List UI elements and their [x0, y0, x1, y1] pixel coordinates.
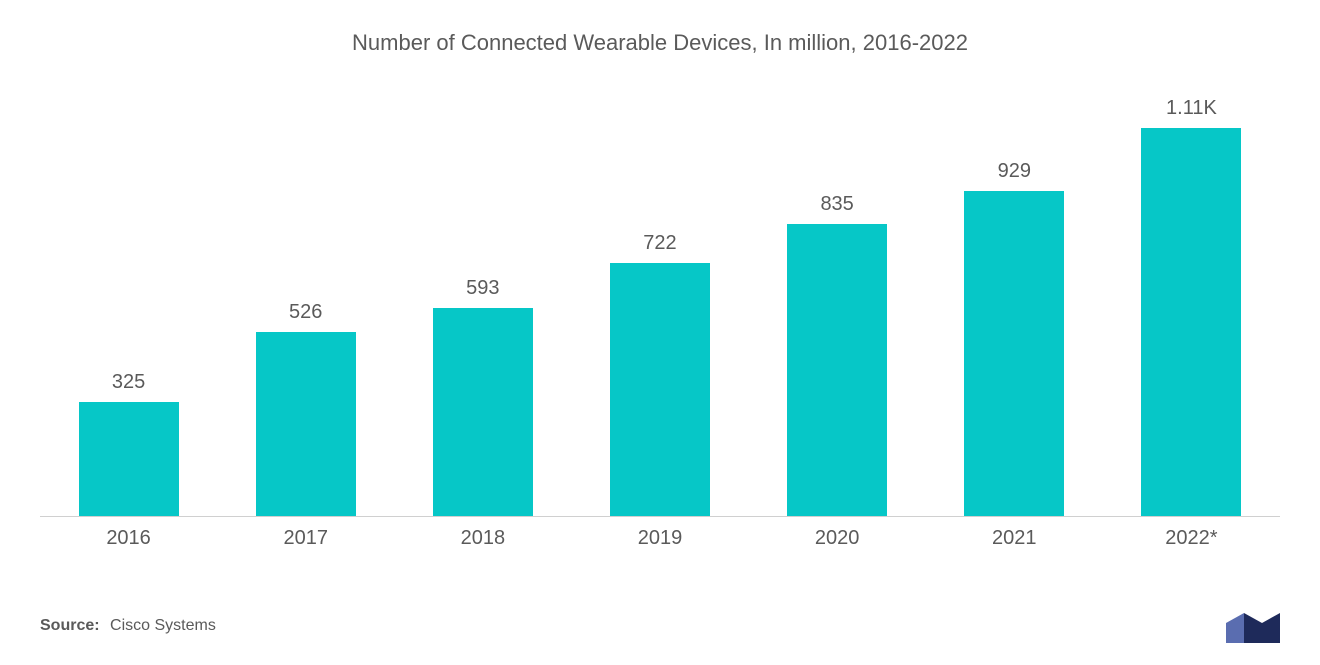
x-label: 2017	[217, 527, 394, 550]
bar	[964, 191, 1064, 516]
bar-value-label: 593	[466, 277, 499, 300]
x-label: 2021	[926, 527, 1103, 550]
bar	[1141, 128, 1241, 517]
bar-value-label: 722	[643, 232, 676, 255]
bar	[787, 224, 887, 516]
bar-group: 835	[749, 96, 926, 516]
bar-group: 929	[926, 96, 1103, 516]
bar-group: 325	[40, 96, 217, 516]
bar-group: 593	[394, 96, 571, 516]
bar	[79, 402, 179, 516]
bar	[256, 332, 356, 516]
source-value: Cisco Systems	[110, 617, 216, 634]
x-label: 2022*	[1103, 527, 1280, 550]
x-label: 2018	[394, 527, 571, 550]
bar-value-label: 1.11K	[1166, 97, 1217, 120]
chart-container: Number of Connected Wearable Devices, In…	[0, 0, 1320, 665]
chart-area: 325 526 593 722 835 929	[40, 96, 1280, 566]
x-axis-labels: 2016 2017 2018 2019 2020 2021 2022*	[40, 527, 1280, 550]
bar-group: 722	[571, 96, 748, 516]
bar-value-label: 929	[998, 160, 1031, 183]
source-label: Source:	[40, 617, 100, 634]
chart-footer: Source: Cisco Systems	[40, 609, 1280, 643]
x-label: 2016	[40, 527, 217, 550]
bar	[610, 263, 710, 516]
x-axis-baseline	[40, 516, 1280, 517]
bar-value-label: 325	[112, 371, 145, 394]
bar-group: 526	[217, 96, 394, 516]
bar-value-label: 835	[820, 193, 853, 216]
bar-group: 1.11K	[1103, 96, 1280, 516]
bar	[433, 308, 533, 516]
bar-value-label: 526	[289, 301, 322, 324]
chart-title: Number of Connected Wearable Devices, In…	[40, 30, 1280, 56]
x-label: 2020	[749, 527, 926, 550]
x-label: 2019	[571, 527, 748, 550]
bars-row: 325 526 593 722 835 929	[40, 96, 1280, 516]
brand-logo-icon	[1226, 609, 1280, 643]
source-text: Source: Cisco Systems	[40, 617, 216, 635]
